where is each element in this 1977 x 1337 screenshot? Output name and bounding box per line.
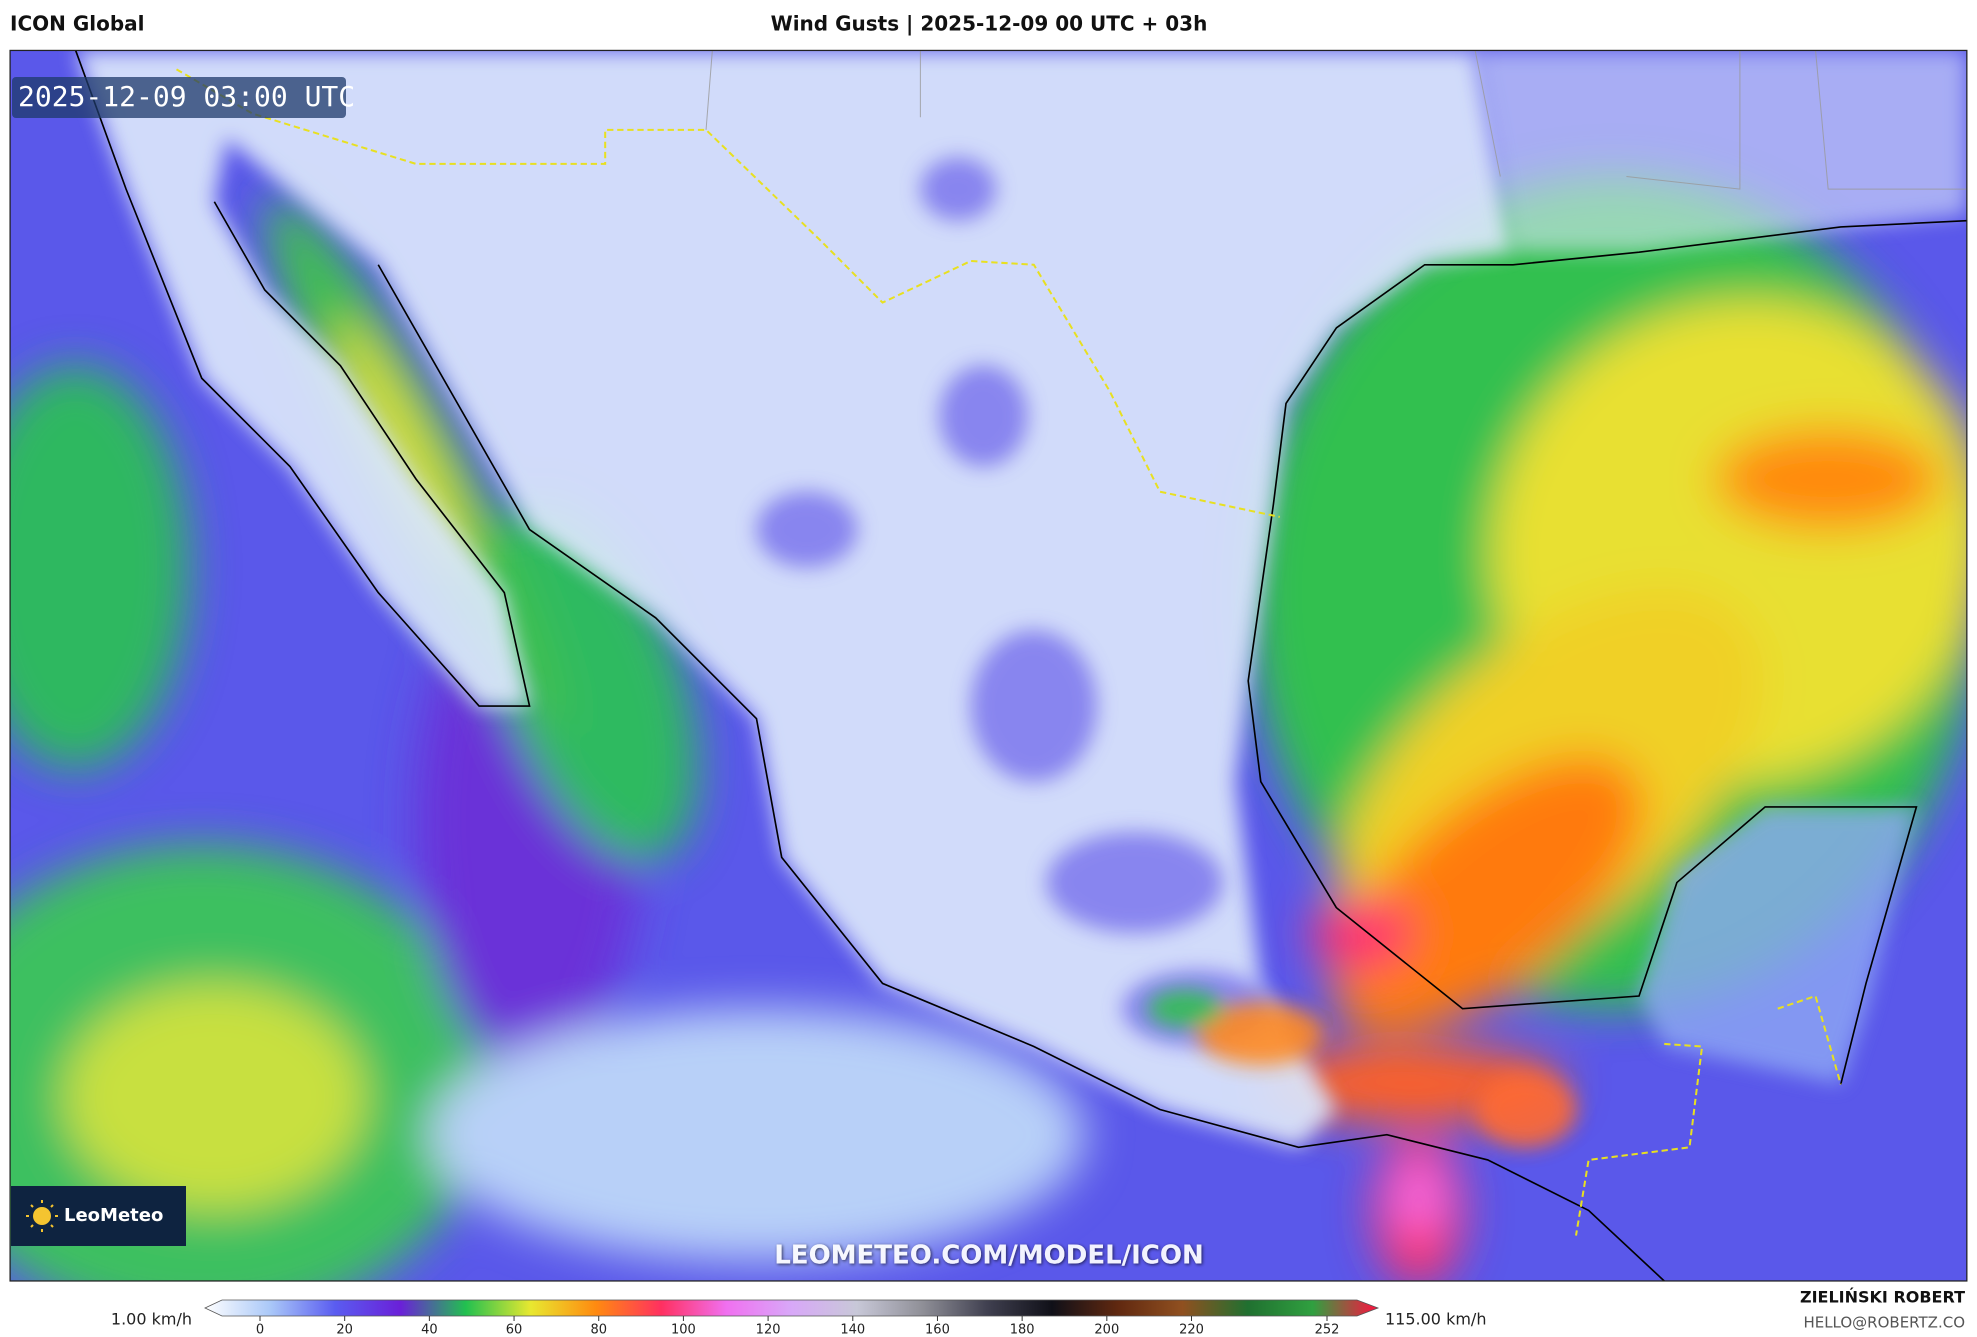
colorbar-tick-label: 100	[671, 1323, 696, 1337]
map-title: Wind Gusts | 2025-12-09 00 UTC + 03h	[771, 12, 1208, 36]
colorbar	[204, 1299, 1380, 1317]
watermark: LEOMETEO.COM/MODEL/ICON	[774, 1241, 1204, 1271]
logo-rays	[26, 1200, 58, 1232]
colorbar-tick-label: 220	[1179, 1323, 1204, 1337]
model-name: ICON Global	[10, 12, 145, 36]
map-frame	[9, 49, 1968, 1282]
timestamp-box	[12, 77, 346, 118]
colorbar-tick-label: 252	[1315, 1323, 1340, 1337]
colorbar-tick-label: 0	[256, 1323, 264, 1337]
colorbar-tick-label: 160	[925, 1323, 950, 1337]
author-email: HELLO@ROBERTZ.CO	[1803, 1314, 1965, 1332]
colorbar-tick-label: 180	[1010, 1323, 1035, 1337]
logo-sun	[33, 1207, 51, 1225]
colorbar-tick-label: 20	[336, 1323, 353, 1337]
logo-text: LeoMeteo	[64, 1205, 163, 1226]
colorbar-tick-label: 40	[421, 1323, 438, 1337]
colorbar-tick-label: 200	[1094, 1323, 1119, 1337]
colorbar-ticks: 0 20 40 60 80 100 120 140 160 180 200 220 252	[256, 1316, 1340, 1337]
border	[176, 68, 1842, 1236]
colorbar-tick-label: 80	[590, 1323, 607, 1337]
colorbar-min-label: 1.00 km/h	[111, 1310, 192, 1329]
colorbar-max-label: 115.00 km/h	[1385, 1310, 1486, 1329]
coastline	[74, 50, 1967, 1281]
author-name: ZIELIŃSKI ROBERT	[1800, 1288, 1965, 1307]
colorbar-tick-label: 60	[506, 1323, 523, 1337]
colorbar-tick-label: 140	[840, 1323, 865, 1337]
map	[9, 49, 1968, 1282]
colorbar-tick-label: 120	[756, 1323, 781, 1337]
timestamp: 2025-12-09 03:00 UTC	[18, 80, 355, 113]
